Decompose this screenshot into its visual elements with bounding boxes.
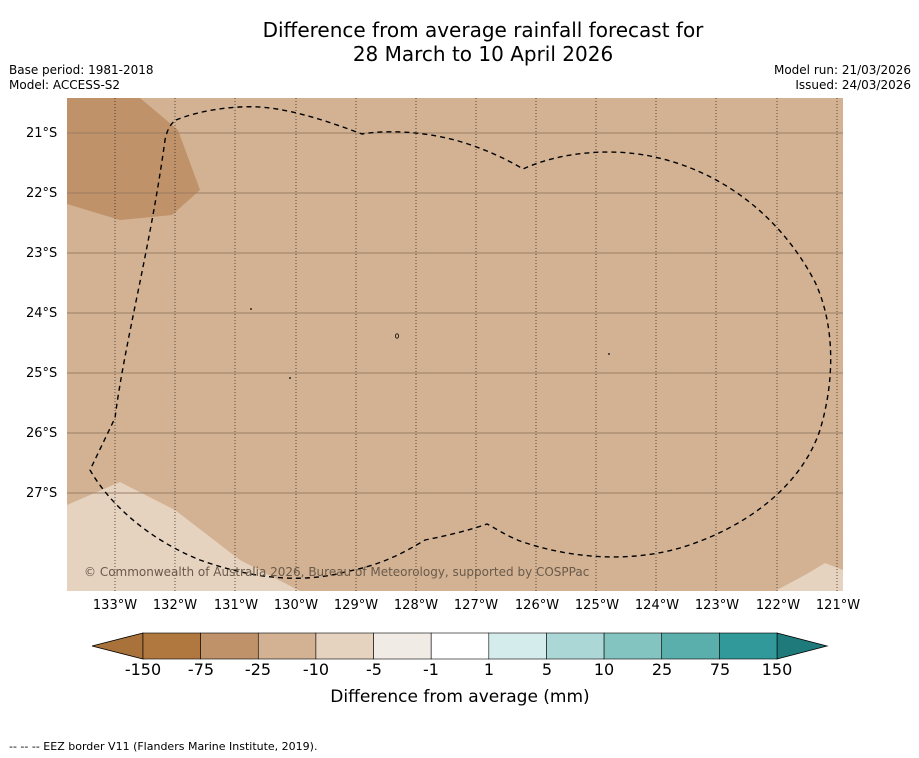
colorbar-swatch [488,632,547,660]
colorbar-tick: -5 [366,660,382,679]
colorbar-swatch [430,632,490,660]
colorbar-swatch [603,632,663,660]
colorbar-tick: 5 [541,660,553,679]
colorbar-tick: -10 [302,660,330,679]
colorbar-tick: 10 [593,660,615,679]
longitude-gridlines [114,98,838,591]
colorbar-tick: -75 [187,660,215,679]
colorbar-swatch [719,632,778,660]
lon-label-126w: 126°W [514,598,560,613]
colorbar-arrow-right [776,632,829,660]
base-period: Base period: 1981-2018 [9,63,154,77]
lon-label-133w: 133°W [92,598,138,613]
lon-label-131w: 131°W [213,598,259,613]
lon-label-130w: 130°W [273,598,319,613]
lon-label-132w: 132°W [152,598,198,613]
lon-label-121w: 121°W [815,598,861,613]
island-ring [394,333,399,339]
lon-label-124w: 124°W [634,598,680,613]
map-title-line2: 28 March to 10 April 2026 [352,42,614,66]
map-title-line1: Difference from average rainfall forecas… [262,18,704,42]
map-title: Difference from average rainfall forecas… [0,18,919,66]
issued-date: Issued: 24/03/2026 [795,78,911,92]
lat-label-25s: 25°S [26,366,58,381]
lat-label-23s: 23°S [26,246,58,261]
lighter-region-southeast [775,563,843,591]
colorbar-swatch [257,632,317,660]
colorbar-swatch [661,632,720,660]
colorbar-swatch [200,632,259,660]
eez-border [89,106,832,579]
meta-left: Base period: 1981-2018 Model: ACCESS-S2 [9,63,154,93]
lighter-region-southwest [67,482,300,591]
lat-label-21s: 21°S [26,126,58,141]
model-name: Model: ACCESS-S2 [9,78,121,92]
colorbar-arrow-left [91,632,144,660]
latitude-gridlines [67,132,843,494]
lat-label-27s: 27°S [26,486,58,501]
lat-label-24s: 24°S [26,306,58,321]
colorbar-swatch [315,632,374,660]
copyright-notice: © Commonwealth of Australia 2026, Bureau… [84,565,590,579]
colorbar-swatch [546,632,605,660]
lon-label-125w: 125°W [574,598,620,613]
model-run: Model run: 21/03/2026 [773,63,911,77]
colorbar-swatch [373,632,432,660]
lon-label-128w: 128°W [393,598,439,613]
colorbar-tick: 150 [761,660,793,679]
eez-footnote: -- -- -- EEZ border V11 (Flanders Marine… [9,740,318,753]
colorbar-tick: -150 [124,660,162,679]
colorbar-tick: 25 [651,660,673,679]
lon-label-129w: 129°W [333,598,379,613]
colorbar-swatch [142,632,201,660]
colorbar-tick: -25 [244,660,272,679]
colorbar-tick: 75 [709,660,731,679]
island-dot [289,377,291,379]
lat-label-22s: 22°S [26,186,58,201]
lon-label-127w: 127°W [453,598,499,613]
meta-right: Model run: 21/03/2026 Issued: 24/03/2026 [774,63,911,93]
lon-label-123w: 123°W [694,598,740,613]
lat-label-26s: 26°S [26,426,58,441]
colorbar [91,632,829,660]
island-dot [250,308,252,310]
drier-region-northwest [67,98,200,220]
colorbar-tick: 1 [483,660,495,679]
colorbar-tick: -1 [423,660,439,679]
island-dot [608,353,610,355]
lon-label-122w: 122°W [755,598,801,613]
colorbar-title: Difference from average (mm) [330,687,590,707]
